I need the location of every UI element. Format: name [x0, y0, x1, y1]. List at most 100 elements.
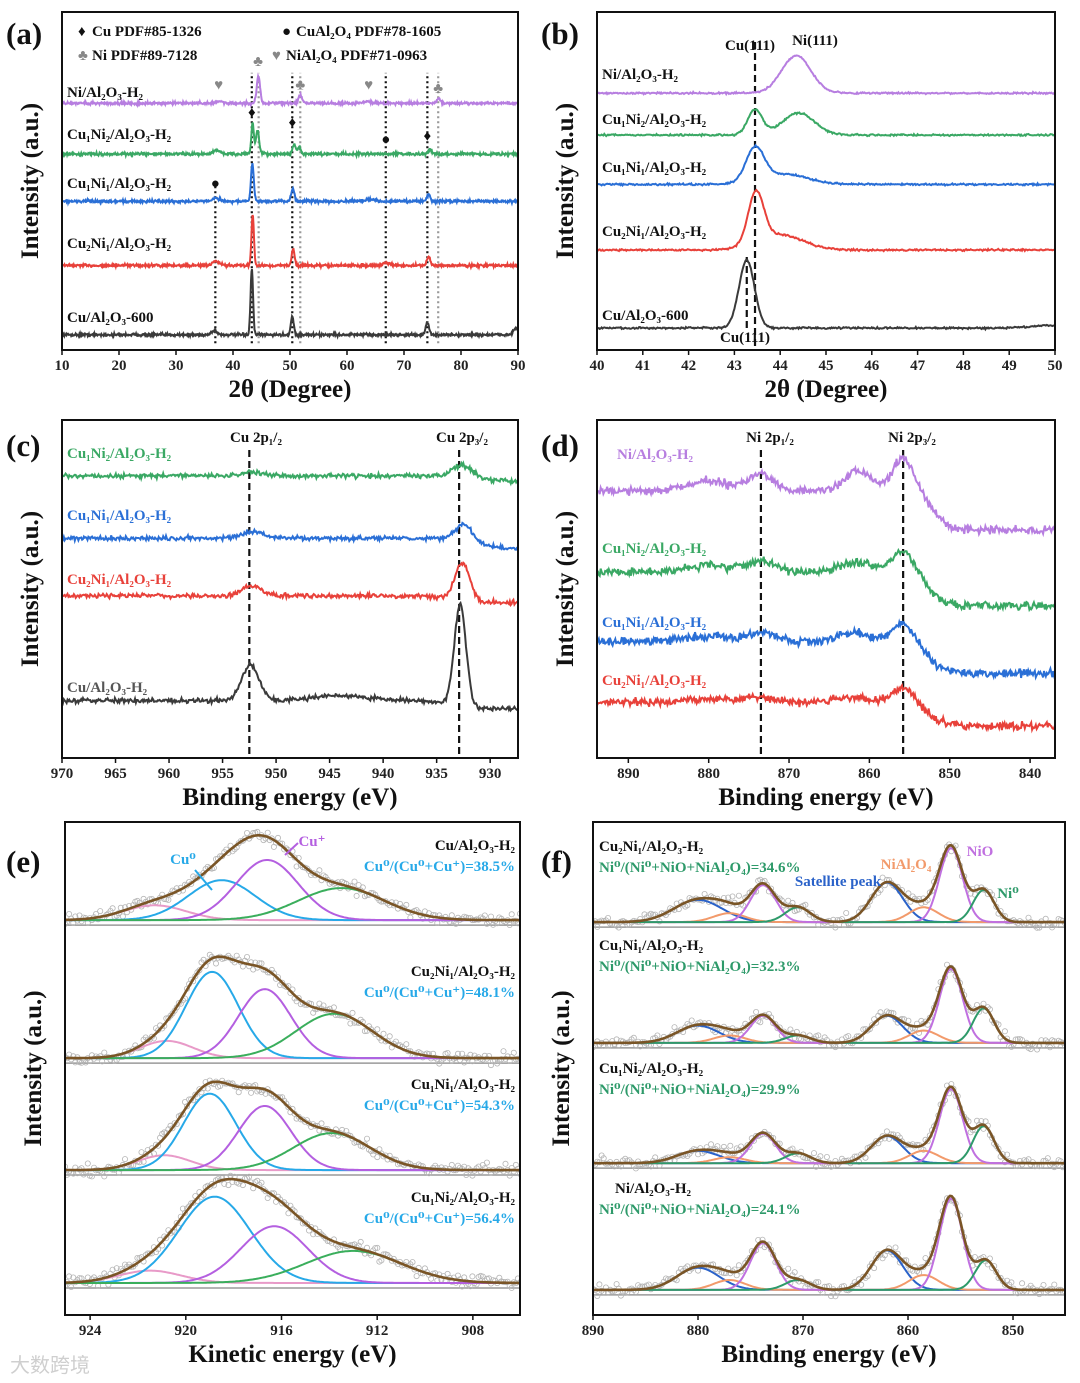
series-line [597, 618, 1055, 681]
x-axis-label: 2θ (Degree) [229, 376, 352, 403]
data-point [922, 1255, 929, 1262]
component-curve [65, 1132, 520, 1172]
legend-marker: ♥ [272, 48, 281, 64]
peak-annotation: Cu 2p₁/₂ [230, 430, 282, 446]
data-point [813, 1279, 820, 1286]
y-axis-label: Intensity (a.u.) [552, 103, 579, 259]
sample-label: Cu₁Ni₁/Al₂O₃-H₂ [599, 938, 704, 954]
component-label: Ni⁰ [997, 886, 1019, 902]
data-point [454, 1272, 461, 1279]
data-point [1019, 1280, 1026, 1287]
series-label: Ni/Al₂O₃-H₂ [617, 447, 693, 463]
data-point [832, 1293, 839, 1300]
data-point [459, 1050, 466, 1057]
data-point [84, 1160, 91, 1167]
legend-marker: ♦ [78, 24, 86, 40]
x-tick-label: 70 [397, 358, 412, 374]
x-tick-label: 45 [819, 358, 834, 374]
envelope-curve [593, 1194, 1065, 1292]
ratio-label: Ni⁰/(Ni⁰+NiO+NiAl₂O₄)=32.3% [599, 959, 801, 975]
data-point [421, 1265, 428, 1272]
y-axis-label: Intensity (a.u.) [17, 103, 44, 259]
component-label: NiAl₂O₄ [881, 857, 932, 873]
data-point [483, 920, 490, 927]
data-point [374, 1026, 381, 1033]
data-point [594, 1293, 601, 1300]
data-point [243, 954, 250, 961]
x-tick-label: 890 [617, 766, 640, 782]
data-point [1051, 1281, 1058, 1288]
series-label: Cu₁Ni₁/Al₂O₃-H₂ [602, 160, 707, 176]
data-point [403, 1041, 410, 1048]
data-point [183, 1103, 190, 1110]
data-point [293, 863, 300, 870]
x-tick-label: 860 [858, 766, 881, 782]
x-tick-label: 840 [1019, 766, 1042, 782]
data-point [883, 1128, 890, 1135]
x-tick-label: 916 [270, 1323, 293, 1339]
x-tick-label: 920 [175, 1323, 198, 1339]
data-point [101, 1270, 108, 1277]
data-point [122, 1261, 129, 1268]
arrow-icon [194, 869, 213, 891]
x-tick-label: 10 [55, 358, 70, 374]
data-point [469, 1273, 476, 1280]
x-tick-label: 40 [226, 358, 241, 374]
series-line [597, 108, 1055, 138]
plot-area [65, 828, 520, 1291]
legend-marker: ● [282, 24, 291, 40]
data-point [506, 1172, 513, 1179]
component-label: Cu⁰ [170, 852, 196, 868]
panel-c: Cu/Al₂O₃-H₂ Cu₂Ni₁/Al₂O₃-H₂ Cu₁Ni₁/Al₂O₃-H… [6, 419, 519, 811]
data-point [66, 1273, 73, 1280]
ratio-label: Cu⁰/(Cu⁰+Cu⁺)=56.4% [364, 1211, 515, 1227]
data-point [318, 1120, 325, 1127]
data-point [221, 1180, 228, 1187]
x-axis-label: Binding energy (eV) [182, 784, 397, 811]
peak-annotation: Cu 2p₃/₂ [436, 430, 488, 446]
data-point [753, 1009, 760, 1016]
series-line [597, 54, 1055, 97]
data-point [729, 893, 736, 900]
watermark: 大数跨境 [10, 1353, 90, 1377]
data-point [856, 1158, 863, 1165]
data-point [1040, 1282, 1047, 1289]
series-label: Cu/Al₂O₃-600 [602, 308, 689, 324]
data-point [140, 895, 147, 902]
phase-marker: ♥ [214, 78, 223, 94]
panel-f: Cu₂Ni₁/Al₂O₃-H₂ Ni⁰/(Ni⁰+NiO+NiAl₂O₄)=34.… [541, 821, 1066, 1368]
data-point [285, 1210, 292, 1217]
series-label: Cu₁Ni₂/Al₂O₃-H₂ [602, 112, 707, 128]
data-point [469, 1172, 476, 1179]
phase-marker: ● [211, 176, 220, 192]
data-point [738, 1143, 745, 1150]
x-tick-label: 945 [318, 766, 341, 782]
data-point [871, 1265, 878, 1272]
data-point [165, 896, 172, 903]
data-point [843, 910, 850, 917]
data-point [146, 1250, 153, 1257]
data-point [409, 1259, 416, 1266]
sample-label: Cu₂Ni₁/Al₂O₃-H₂ [599, 839, 704, 855]
data-point [868, 1022, 875, 1029]
panel-letter: (b) [541, 16, 579, 51]
data-point [815, 1279, 822, 1286]
component-curve [593, 1088, 1065, 1165]
x-axis-label: 2θ (Degree) [765, 376, 888, 403]
data-point [1036, 1291, 1043, 1298]
x-tick-label: 935 [425, 766, 448, 782]
ratio-label: Cu⁰/(Cu⁰+Cu⁺)=54.3% [364, 1098, 515, 1114]
data-point [239, 1182, 246, 1189]
data-point [200, 956, 207, 963]
sample-label: Cu/Al₂O₃-H₂ [435, 838, 516, 854]
envelope-curve [593, 1085, 1065, 1165]
data-point [1027, 1046, 1034, 1053]
data-point [134, 897, 141, 904]
data-point [1047, 1044, 1054, 1051]
series-line [597, 547, 1055, 613]
data-point [1059, 1164, 1065, 1171]
envelope-curve [593, 965, 1065, 1045]
plot-frame [64, 821, 521, 1316]
data-point [310, 1009, 317, 1016]
